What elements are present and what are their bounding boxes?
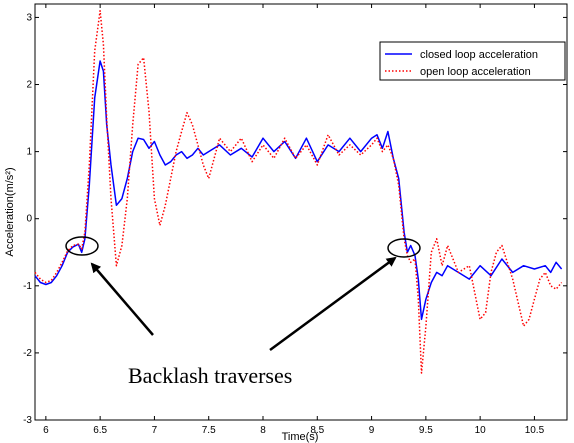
x-tick-label: 10	[475, 425, 487, 436]
annotation-text: Backlash traverses	[128, 363, 292, 388]
y-tick-label: -1	[23, 281, 32, 292]
legend-box	[379, 41, 566, 81]
plot-area-frame	[34, 3, 568, 421]
x-tick-label: 9.5	[419, 425, 433, 436]
x-axis-label: Time(s)	[282, 431, 319, 443]
y-tick-label: 1	[26, 147, 32, 158]
backlash-ellipse-right	[387, 238, 421, 258]
y-tick-label: 2	[26, 80, 32, 91]
legend-label-open-loop: open loop acceleration	[420, 66, 531, 78]
y-axis-label: Acceleration(m/s²)	[4, 167, 16, 256]
y-tick-label: -3	[23, 415, 32, 426]
series-line-closed-loop	[34, 60, 563, 321]
y-tick-label: 0	[26, 214, 32, 225]
series-layer	[34, 9, 563, 374]
series-line-open-loop	[34, 9, 563, 374]
x-axis-ticks: 6 6.5 7 7.5 8 8.5 9 9.5 10 10.5	[43, 4, 545, 436]
x-tick-label: 9	[369, 425, 375, 436]
y-tick-label: 3	[26, 12, 32, 23]
x-tick-label: 8.5	[310, 425, 324, 436]
x-tick-label: 7.5	[202, 425, 216, 436]
x-tick-label: 6.5	[93, 425, 107, 436]
x-tick-label: 7	[152, 425, 158, 436]
y-tick-label: -2	[23, 348, 32, 359]
legend: closed loop acceleration open loop accel…	[379, 41, 566, 81]
annotation-arrow-left	[90, 262, 154, 336]
x-tick-label: 8	[260, 425, 266, 436]
legend-label-closed-loop: closed loop acceleration	[420, 49, 538, 61]
x-tick-label: 6	[43, 425, 49, 436]
y-axis-ticks: -3 -2 -1 0 1 2 3	[23, 12, 567, 426]
annotation-arrow-right	[269, 256, 397, 352]
backlash-ellipse-left	[65, 236, 99, 256]
x-tick-label: 10.5	[525, 425, 545, 436]
